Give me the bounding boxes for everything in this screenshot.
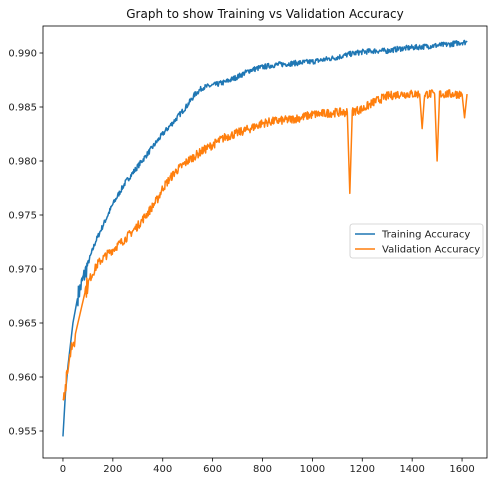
x-tick-label: 1600 [449,464,474,475]
y-tick-label: 0.985 [8,103,37,114]
legend-label: Training Accuracy [381,230,470,241]
x-tick-label: 800 [253,464,272,475]
x-tick-label: 400 [153,464,172,475]
y-tick-label: 0.990 [8,49,37,60]
x-tick-label: 600 [203,464,222,475]
x-tick-label: 200 [103,464,122,475]
plot-area [62,39,468,437]
y-tick-label: 0.965 [8,319,37,330]
series-lines [62,39,468,437]
chart-title: Graph to show Training vs Validation Acc… [126,7,404,21]
legend: Training Accuracy Validation Accuracy [349,223,484,259]
y-tick-label: 0.970 [8,265,37,276]
y-tick-label: 0.980 [8,157,37,168]
axes-frame [42,25,488,459]
y-tick-label: 0.960 [8,373,37,384]
x-tick-label: 1400 [399,464,424,475]
y-tick-label: 0.955 [8,427,37,438]
series-line-validation [62,89,468,401]
axes: 0 200 400 600 800 1000 1200 1400 1600 0.955 0.960 0… [8,25,488,475]
series-line-training [62,39,468,437]
x-tick-label: 1000 [300,464,325,475]
x-tick-label: 0 [60,464,66,475]
x-tick-label: 1200 [350,464,375,475]
y-tick-label: 0.975 [8,211,37,222]
legend-box [349,223,484,259]
legend-label: Validation Accuracy [382,245,480,256]
